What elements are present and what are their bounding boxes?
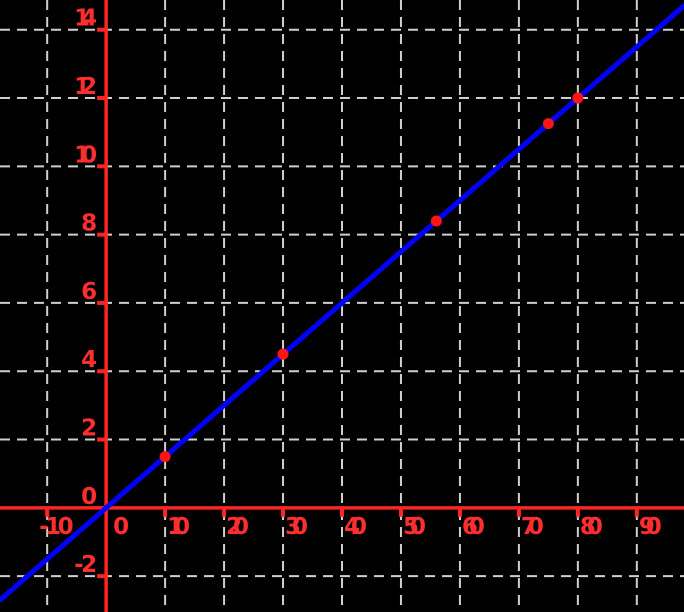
x-tick-label: 10 (167, 514, 190, 540)
trend-line (0, 3, 684, 603)
data-point (430, 215, 442, 227)
x-tick-label: 80 (580, 514, 603, 540)
x-tick-label: 40 (344, 514, 367, 540)
x-tick-label: 20 (226, 514, 249, 540)
y-tick-label: 12 (74, 74, 97, 100)
y-tick-label: 10 (74, 142, 97, 168)
y-tick-label: 8 (81, 211, 97, 237)
y-tick-label: 4 (81, 347, 97, 373)
x-tick-label: 90 (639, 514, 662, 540)
y-tick-label: 14 (74, 6, 97, 32)
x-tick-label: 30 (285, 514, 308, 540)
data-point (277, 348, 289, 360)
data-point (159, 451, 171, 463)
data-point (542, 118, 554, 130)
x-tick-label: 50 (403, 514, 426, 540)
y-tick-label: 2 (81, 416, 97, 442)
y-tick-label: -2 (74, 552, 97, 578)
x-tick-label: 0 (113, 514, 129, 540)
x-tick-label: 60 (462, 514, 485, 540)
x-tick-label: 70 (521, 514, 544, 540)
y-tick-label: 0 (81, 484, 97, 510)
x-tick-label: -10 (39, 514, 73, 540)
data-point (572, 92, 584, 104)
y-tick-label: 6 (81, 279, 97, 305)
